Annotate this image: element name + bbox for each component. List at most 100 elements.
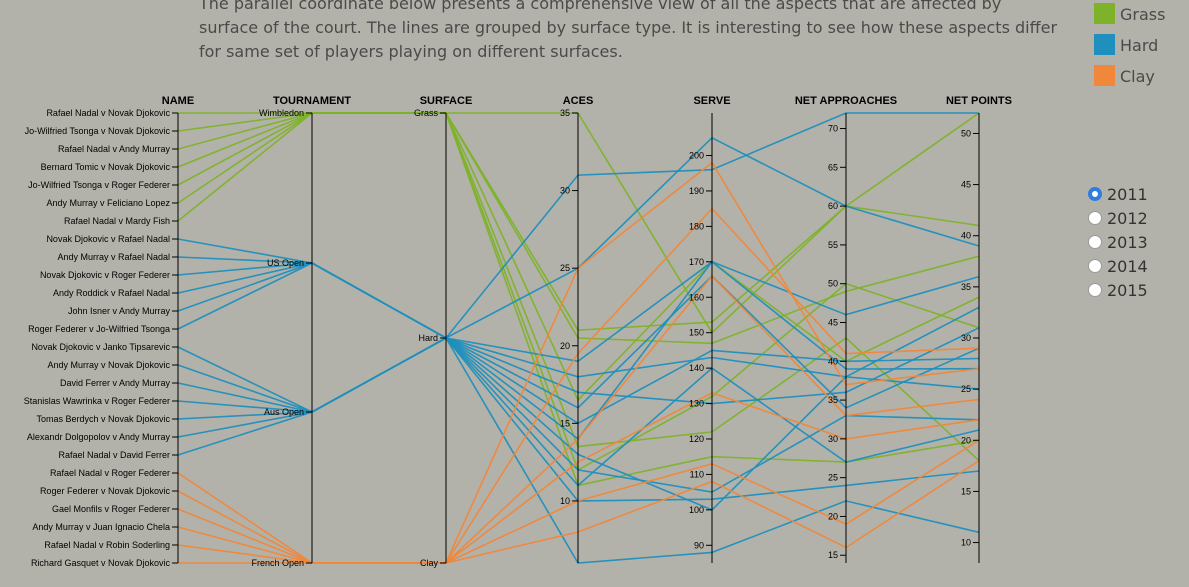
tick-label-net_points: 15: [961, 486, 971, 496]
tick-label-name: Jo-Wilfried Tsonga v Novak Djokovic: [25, 126, 171, 136]
year-option-2012[interactable]: 2012: [1088, 209, 1168, 229]
tick-label-net_approaches: 50: [828, 279, 838, 289]
legend-item-grass[interactable]: Grass: [1094, 3, 1184, 25]
tick-label-name: Andy Murray v Feliciano Lopez: [46, 198, 170, 208]
tick-label-net_approaches: 70: [828, 124, 838, 134]
tick-label-net_approaches: 35: [828, 395, 838, 405]
tick-label-tournament: US Open: [267, 258, 304, 268]
tick-label-name: Rafael Nadal v David Ferrer: [58, 450, 170, 460]
year-radio-2013[interactable]: [1088, 235, 1102, 249]
year-radio-2011[interactable]: [1088, 187, 1102, 201]
year-option-2015[interactable]: 2015: [1088, 281, 1168, 301]
tick-label-name: Andy Roddick v Rafael Nadal: [53, 288, 170, 298]
tick-label-aces: 30: [560, 186, 570, 196]
tick-label-net_approaches: 25: [828, 473, 838, 483]
year-label-2014: 2014: [1107, 257, 1148, 276]
axis-title-surface: SURFACE: [420, 95, 473, 107]
tick-label-name: Stanislas Wawrinka v Roger Federer: [24, 396, 170, 406]
tick-label-net_approaches: 30: [828, 434, 838, 444]
year-option-2013[interactable]: 2013: [1088, 233, 1168, 253]
legend-item-clay[interactable]: Clay: [1094, 65, 1184, 87]
tick-label-name: Roger Federer v Jo-Wilfried Tsonga: [28, 324, 170, 334]
tick-label-net_points: 45: [961, 180, 971, 190]
tick-label-net_points: 35: [961, 282, 971, 292]
tick-label-surface: Grass: [414, 108, 439, 118]
tick-label-name: David Ferrer v Andy Murray: [60, 378, 171, 388]
tick-label-name: John Isner v Andy Murray: [68, 306, 171, 316]
tick-label-name: Rafael Nadal v Roger Federer: [50, 468, 170, 478]
tick-label-name: Rafael Nadal v Robin Soderling: [44, 540, 170, 550]
tick-label-serve: 100: [689, 505, 704, 515]
tick-label-net_points: 40: [961, 231, 971, 241]
year-option-2011[interactable]: 2011: [1088, 185, 1168, 205]
tick-label-net_points: 50: [961, 128, 971, 138]
tick-label-serve: 90: [694, 540, 704, 550]
tick-label-name: Rafael Nadal v Andy Murray: [58, 144, 171, 154]
legend-label-grass: Grass: [1120, 5, 1166, 24]
tick-label-net_approaches: 45: [828, 317, 838, 327]
tick-label-name: Rafael Nadal v Novak Djokovic: [46, 108, 170, 118]
tick-label-net_approaches: 65: [828, 162, 838, 172]
legend-swatch-clay: [1094, 65, 1115, 86]
legend-item-hard[interactable]: Hard: [1094, 34, 1184, 56]
year-option-2014[interactable]: 2014: [1088, 257, 1168, 277]
tick-label-serve: 160: [689, 292, 704, 302]
tick-label-name: Roger Federer v Novak Djokovic: [40, 486, 171, 496]
tick-label-net_approaches: 20: [828, 511, 838, 521]
tick-label-tournament: Wimbledon: [259, 108, 304, 118]
year-label-2011: 2011: [1107, 185, 1148, 204]
tick-label-name: Novak Djokovic v Janko Tipsarevic: [31, 342, 170, 352]
axis-net_approaches: NET APPROACHES 15 20 25 30 35 40 45 50 55 60 65 70: [795, 95, 897, 563]
axis-title-net_approaches: NET APPROACHES: [795, 95, 897, 107]
tick-label-surface: Hard: [418, 333, 438, 343]
year-label-2013: 2013: [1107, 233, 1148, 252]
tick-label-net_points: 10: [961, 538, 971, 548]
tick-label-serve: 140: [689, 363, 704, 373]
legend-swatch-hard: [1094, 34, 1115, 55]
intro-paragraph: The parallel coordinate below presents a…: [199, 0, 1058, 61]
year-radio-2014[interactable]: [1088, 259, 1102, 273]
tick-label-name: Tomas Berdych v Novak Djokovic: [36, 414, 170, 424]
tick-label-name: Richard Gasquet v Novak Djokovic: [31, 558, 171, 568]
tick-label-name: Andy Murray v Novak Djokovic: [47, 360, 170, 370]
axis-title-aces: ACES: [563, 95, 594, 107]
tick-label-name: Jo-Wilfried Tsonga v Roger Federer: [28, 180, 170, 190]
tick-label-net_points: 30: [961, 333, 971, 343]
tick-label-net_approaches: 60: [828, 201, 838, 211]
legend-label-clay: Clay: [1120, 67, 1155, 86]
tick-label-name: Andy Murray v Juan Ignacio Chela: [32, 522, 170, 532]
tick-label-serve: 110: [690, 469, 704, 479]
tick-label-net_approaches: 15: [828, 550, 838, 560]
year-label-2012: 2012: [1107, 209, 1148, 228]
tick-label-serve: 180: [689, 221, 704, 231]
tick-label-net_approaches: 55: [828, 240, 838, 250]
tick-label-net_points: 25: [961, 384, 971, 394]
legend-swatch-grass: [1094, 3, 1115, 24]
tick-label-serve: 130: [689, 399, 704, 409]
legend-label-hard: Hard: [1120, 36, 1159, 55]
tick-label-name: Alexandr Dolgopolov v Andy Murray: [27, 432, 171, 442]
tick-label-serve: 190: [689, 186, 704, 196]
tick-label-aces: 15: [560, 418, 570, 428]
tick-label-surface: Clay: [420, 558, 439, 568]
tick-label-name: Novak Djokovic v Roger Federer: [40, 270, 170, 280]
tick-label-net_points: 20: [961, 435, 971, 445]
tick-label-aces: 20: [560, 341, 570, 351]
axis-title-serve: SERVE: [693, 95, 730, 107]
tick-label-net_approaches: 40: [828, 356, 838, 366]
tick-label-name: Andy Murray v Rafael Nadal: [57, 252, 170, 262]
axis-title-tournament: TOURNAMENT: [273, 95, 351, 107]
tick-label-serve: 200: [689, 151, 704, 161]
tick-label-name: Bernard Tomic v Novak Djokovic: [41, 162, 171, 172]
tick-label-aces: 35: [560, 108, 570, 118]
tick-label-aces: 10: [560, 496, 570, 506]
tick-label-tournament: French Open: [251, 558, 304, 568]
year-radio-2015[interactable]: [1088, 283, 1102, 297]
year-radio-2012[interactable]: [1088, 211, 1102, 225]
tick-label-name: Gael Monfils v Roger Federer: [52, 504, 170, 514]
